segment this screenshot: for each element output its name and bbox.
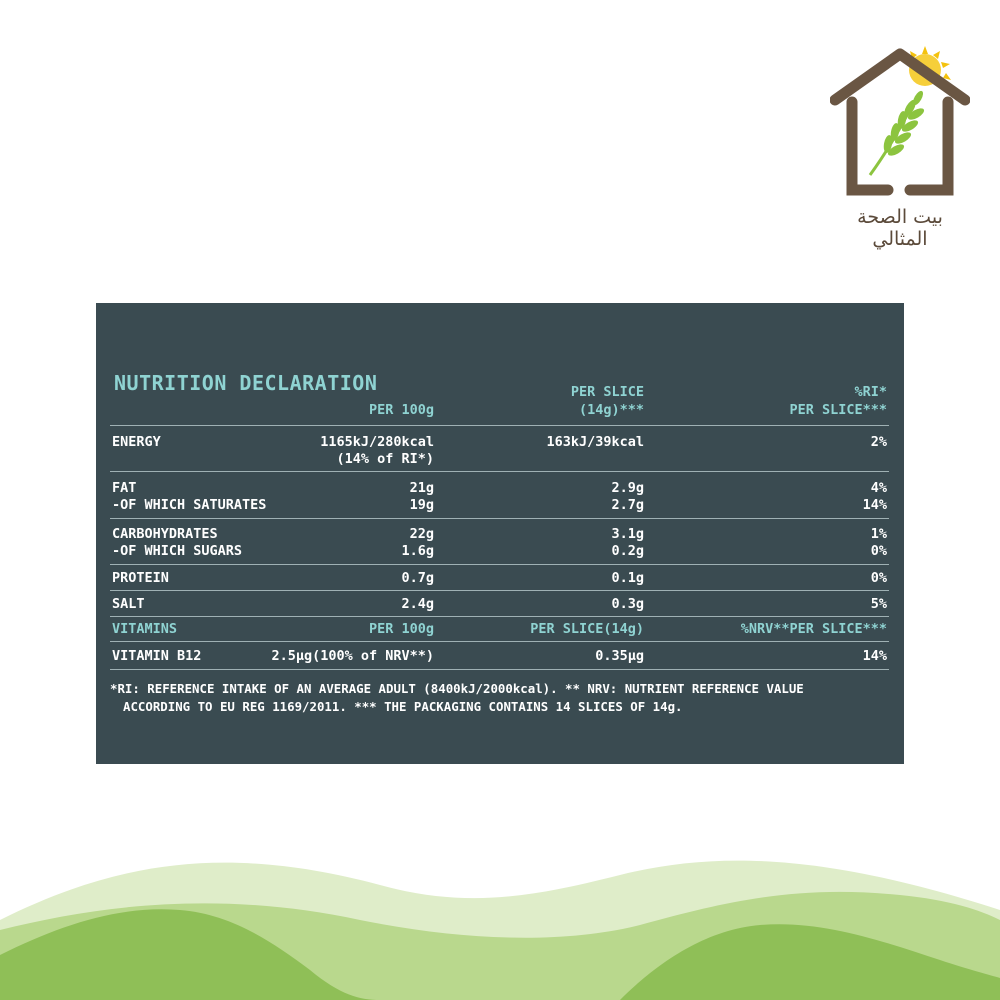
slice-value: 3.1g xyxy=(611,526,644,542)
row-label: ENERGY xyxy=(112,434,161,450)
panel-title: NUTRITION DECLARATION xyxy=(114,371,378,395)
vitamins-header-row: VITAMINS PER 100g PER SLICE(14g) %NRV**P… xyxy=(96,620,904,640)
header-per-slice: PER SLICE xyxy=(570,384,644,400)
header-ri-per-slice: PER SLICE*** xyxy=(789,402,887,418)
nutrition-panel: NUTRITION DECLARATION PER SLICE %RI* PER… xyxy=(96,303,904,764)
per100-value: 21g xyxy=(409,480,434,496)
divider xyxy=(110,425,889,426)
ri-value: 5% xyxy=(870,596,887,612)
divider xyxy=(110,616,889,617)
per100-value: 1.6g xyxy=(401,543,434,559)
ri-value: 14% xyxy=(862,497,887,513)
per100-value: 2.5µg(100% of NRV**) xyxy=(271,648,434,664)
row-label: SALT xyxy=(112,596,145,612)
divider xyxy=(110,471,889,472)
row-label: -OF WHICH SATURATES xyxy=(112,497,267,513)
per100-value-note: (14% of RI*) xyxy=(336,451,434,467)
row-label: CARBOHYDRATES xyxy=(112,526,218,542)
table-row: -OF WHICH SATURATES 19g 2.7g 14% xyxy=(96,496,904,516)
ri-value: 0% xyxy=(870,543,887,559)
table-row: FAT 21g 2.9g 4% xyxy=(96,479,904,499)
divider xyxy=(110,564,889,565)
wheat-icon xyxy=(883,90,925,156)
per100-value: 0.7g xyxy=(401,570,434,586)
header-slice-weight: (14g)*** xyxy=(578,402,644,418)
table-row: CARBOHYDRATES 22g 3.1g 1% xyxy=(96,525,904,545)
header-row-1: PER SLICE %RI* xyxy=(96,383,904,403)
divider xyxy=(110,669,889,670)
table-row: (14% of RI*) xyxy=(96,450,904,470)
house-wheat-logo-icon xyxy=(830,46,970,196)
header-ri: %RI* xyxy=(854,384,887,400)
row-label: -OF WHICH SUGARS xyxy=(112,543,243,559)
slice-value: 2.7g xyxy=(611,497,644,513)
per100-value: 2.4g xyxy=(401,596,434,612)
divider xyxy=(110,590,889,591)
footnote-line-1: *RI: REFERENCE INTAKE OF AN AVERAGE ADUL… xyxy=(110,681,804,696)
slice-value: 0.2g xyxy=(611,543,644,559)
logo: بيت الصحة المثالي xyxy=(830,40,970,250)
divider xyxy=(110,518,889,519)
vitamins-label: VITAMINS xyxy=(112,621,178,637)
slice-value: 0.1g xyxy=(611,570,644,586)
ri-value: 4% xyxy=(870,480,887,496)
per100-value: 22g xyxy=(409,526,434,542)
header-per-100: PER 100g xyxy=(368,402,434,418)
slice-value: 163kJ/39kcal xyxy=(546,434,644,450)
decorative-waves xyxy=(0,860,1000,1000)
row-label: PROTEIN xyxy=(112,570,169,586)
row-label: VITAMIN B12 xyxy=(112,648,202,664)
table-row: ENERGY 1165kJ/280kcal 163kJ/39kcal 2% xyxy=(96,433,904,453)
ri-value: 1% xyxy=(870,526,887,542)
table-row: PROTEIN 0.7g 0.1g 0% xyxy=(96,569,904,589)
footnote-line-2: ACCORDING TO EU REG 1169/2011. *** THE P… xyxy=(123,699,683,714)
per100-value: 1165kJ/280kcal xyxy=(320,434,434,450)
per100-value: 19g xyxy=(409,497,434,513)
nrv-value: 14% xyxy=(862,648,887,664)
vitamins-per100-header: PER 100g xyxy=(368,621,434,637)
table-row: SALT 2.4g 0.3g 5% xyxy=(96,595,904,615)
header-row-2: PER 100g (14g)*** PER SLICE*** xyxy=(96,401,904,421)
ri-value: 0% xyxy=(870,570,887,586)
slice-value: 2.9g xyxy=(611,480,644,496)
slice-value: 0.35µg xyxy=(595,648,644,664)
slice-value: 0.3g xyxy=(611,596,644,612)
ri-value: 2% xyxy=(870,434,887,450)
vitamins-slice-header: PER SLICE(14g) xyxy=(530,621,644,637)
table-row: -OF WHICH SUGARS 1.6g 0.2g 0% xyxy=(96,542,904,562)
vitamins-nrv-header: %NRV**PER SLICE*** xyxy=(740,621,887,637)
row-label: FAT xyxy=(112,480,137,496)
divider xyxy=(110,641,889,642)
table-row: VITAMIN B12 2.5µg(100% of NRV**) 0.35µg … xyxy=(96,647,904,667)
logo-text: بيت الصحة المثالي xyxy=(857,206,943,250)
